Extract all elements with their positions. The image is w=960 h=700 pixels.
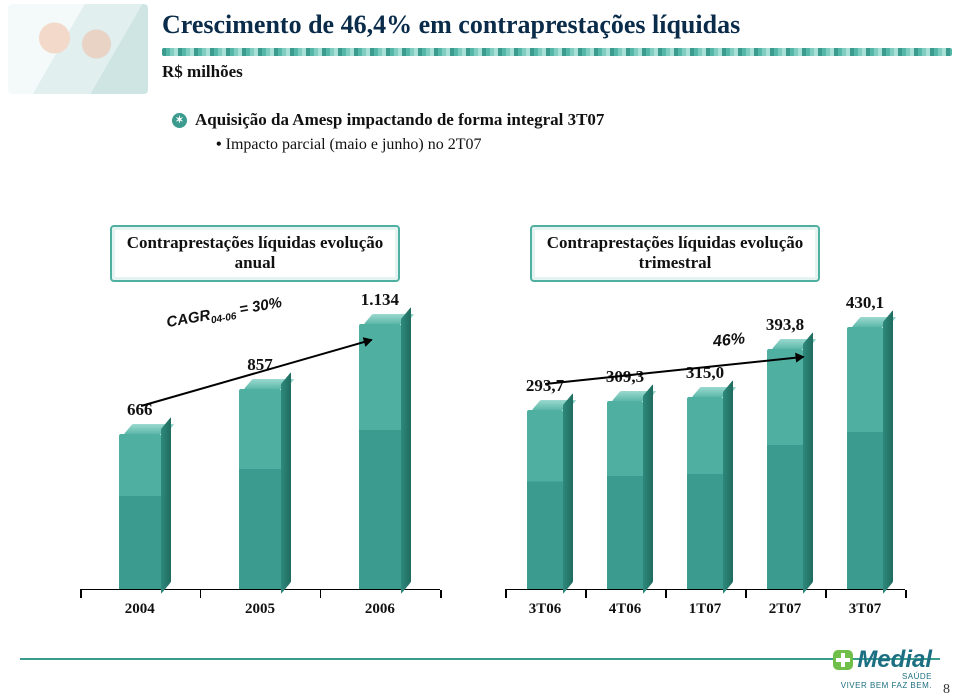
- growth-arrow: [545, 356, 804, 385]
- growth-annotation: 46%: [712, 331, 746, 352]
- plus-icon: [833, 650, 853, 670]
- bar-value: 430,1: [846, 293, 884, 313]
- xlabel: 2005: [245, 601, 275, 618]
- bullet-main: ✶ Aquisição da Amesp impactando de forma…: [172, 110, 604, 130]
- title-accent-bar: [162, 48, 952, 56]
- bullet-sub: Impacto parcial (maio e junho) no 2T07: [216, 136, 604, 154]
- logo-sub: SAÚDE: [902, 672, 932, 681]
- pulse-icon: ✶: [172, 113, 187, 128]
- bullet-list: ✶ Aquisição da Amesp impactando de forma…: [172, 110, 604, 154]
- footer-divider: [20, 658, 940, 660]
- chart-heading-left: Contraprestações líquidas evolução anual: [110, 225, 400, 282]
- page-title: Crescimento de 46,4% em contraprestações…: [162, 10, 740, 40]
- annual-chart-plot: 2004 2005 2006 666 857 1.134 CAGR04-06 =…: [80, 310, 440, 590]
- xlabel: 2006: [365, 601, 395, 618]
- brand-logo: Medial SAÚDE VIVER BEM FAZ BEM.: [833, 646, 932, 690]
- xlabel: 3T06: [529, 601, 562, 618]
- xlabel: 3T07: [849, 601, 882, 618]
- bar-value: 293,7: [526, 376, 564, 396]
- xlabel: 2T07: [769, 601, 802, 618]
- bar-value: 1.134: [361, 290, 399, 310]
- logo-tag: VIVER BEM FAZ BEM.: [841, 681, 932, 690]
- logo-name: Medial: [857, 646, 932, 674]
- page-number: 8: [943, 682, 950, 698]
- chart-heading-right: Contraprestações líquidas evolução trime…: [530, 225, 820, 282]
- bar-value: 393,8: [766, 315, 804, 335]
- quarterly-chart-plot: 3T06 4T06 1T07 2T07 3T07 293,7 309,3 315…: [505, 310, 905, 590]
- xlabel: 2004: [125, 601, 155, 618]
- cagr-annotation: CAGR04-06 = 30%: [166, 294, 285, 334]
- xlabel: 1T07: [689, 601, 722, 618]
- bullet-main-text: Aquisição da Amesp impactando de forma i…: [195, 110, 604, 130]
- annual-chart: 2004 2005 2006 666 857 1.134 CAGR04-06 =…: [70, 300, 450, 620]
- xlabel: 4T06: [609, 601, 642, 618]
- subtitle: R$ milhões: [162, 62, 243, 82]
- header-photo: [8, 4, 148, 94]
- x-axis: [80, 589, 440, 590]
- quarterly-chart: 3T06 4T06 1T07 2T07 3T07 293,7 309,3 315…: [495, 300, 915, 620]
